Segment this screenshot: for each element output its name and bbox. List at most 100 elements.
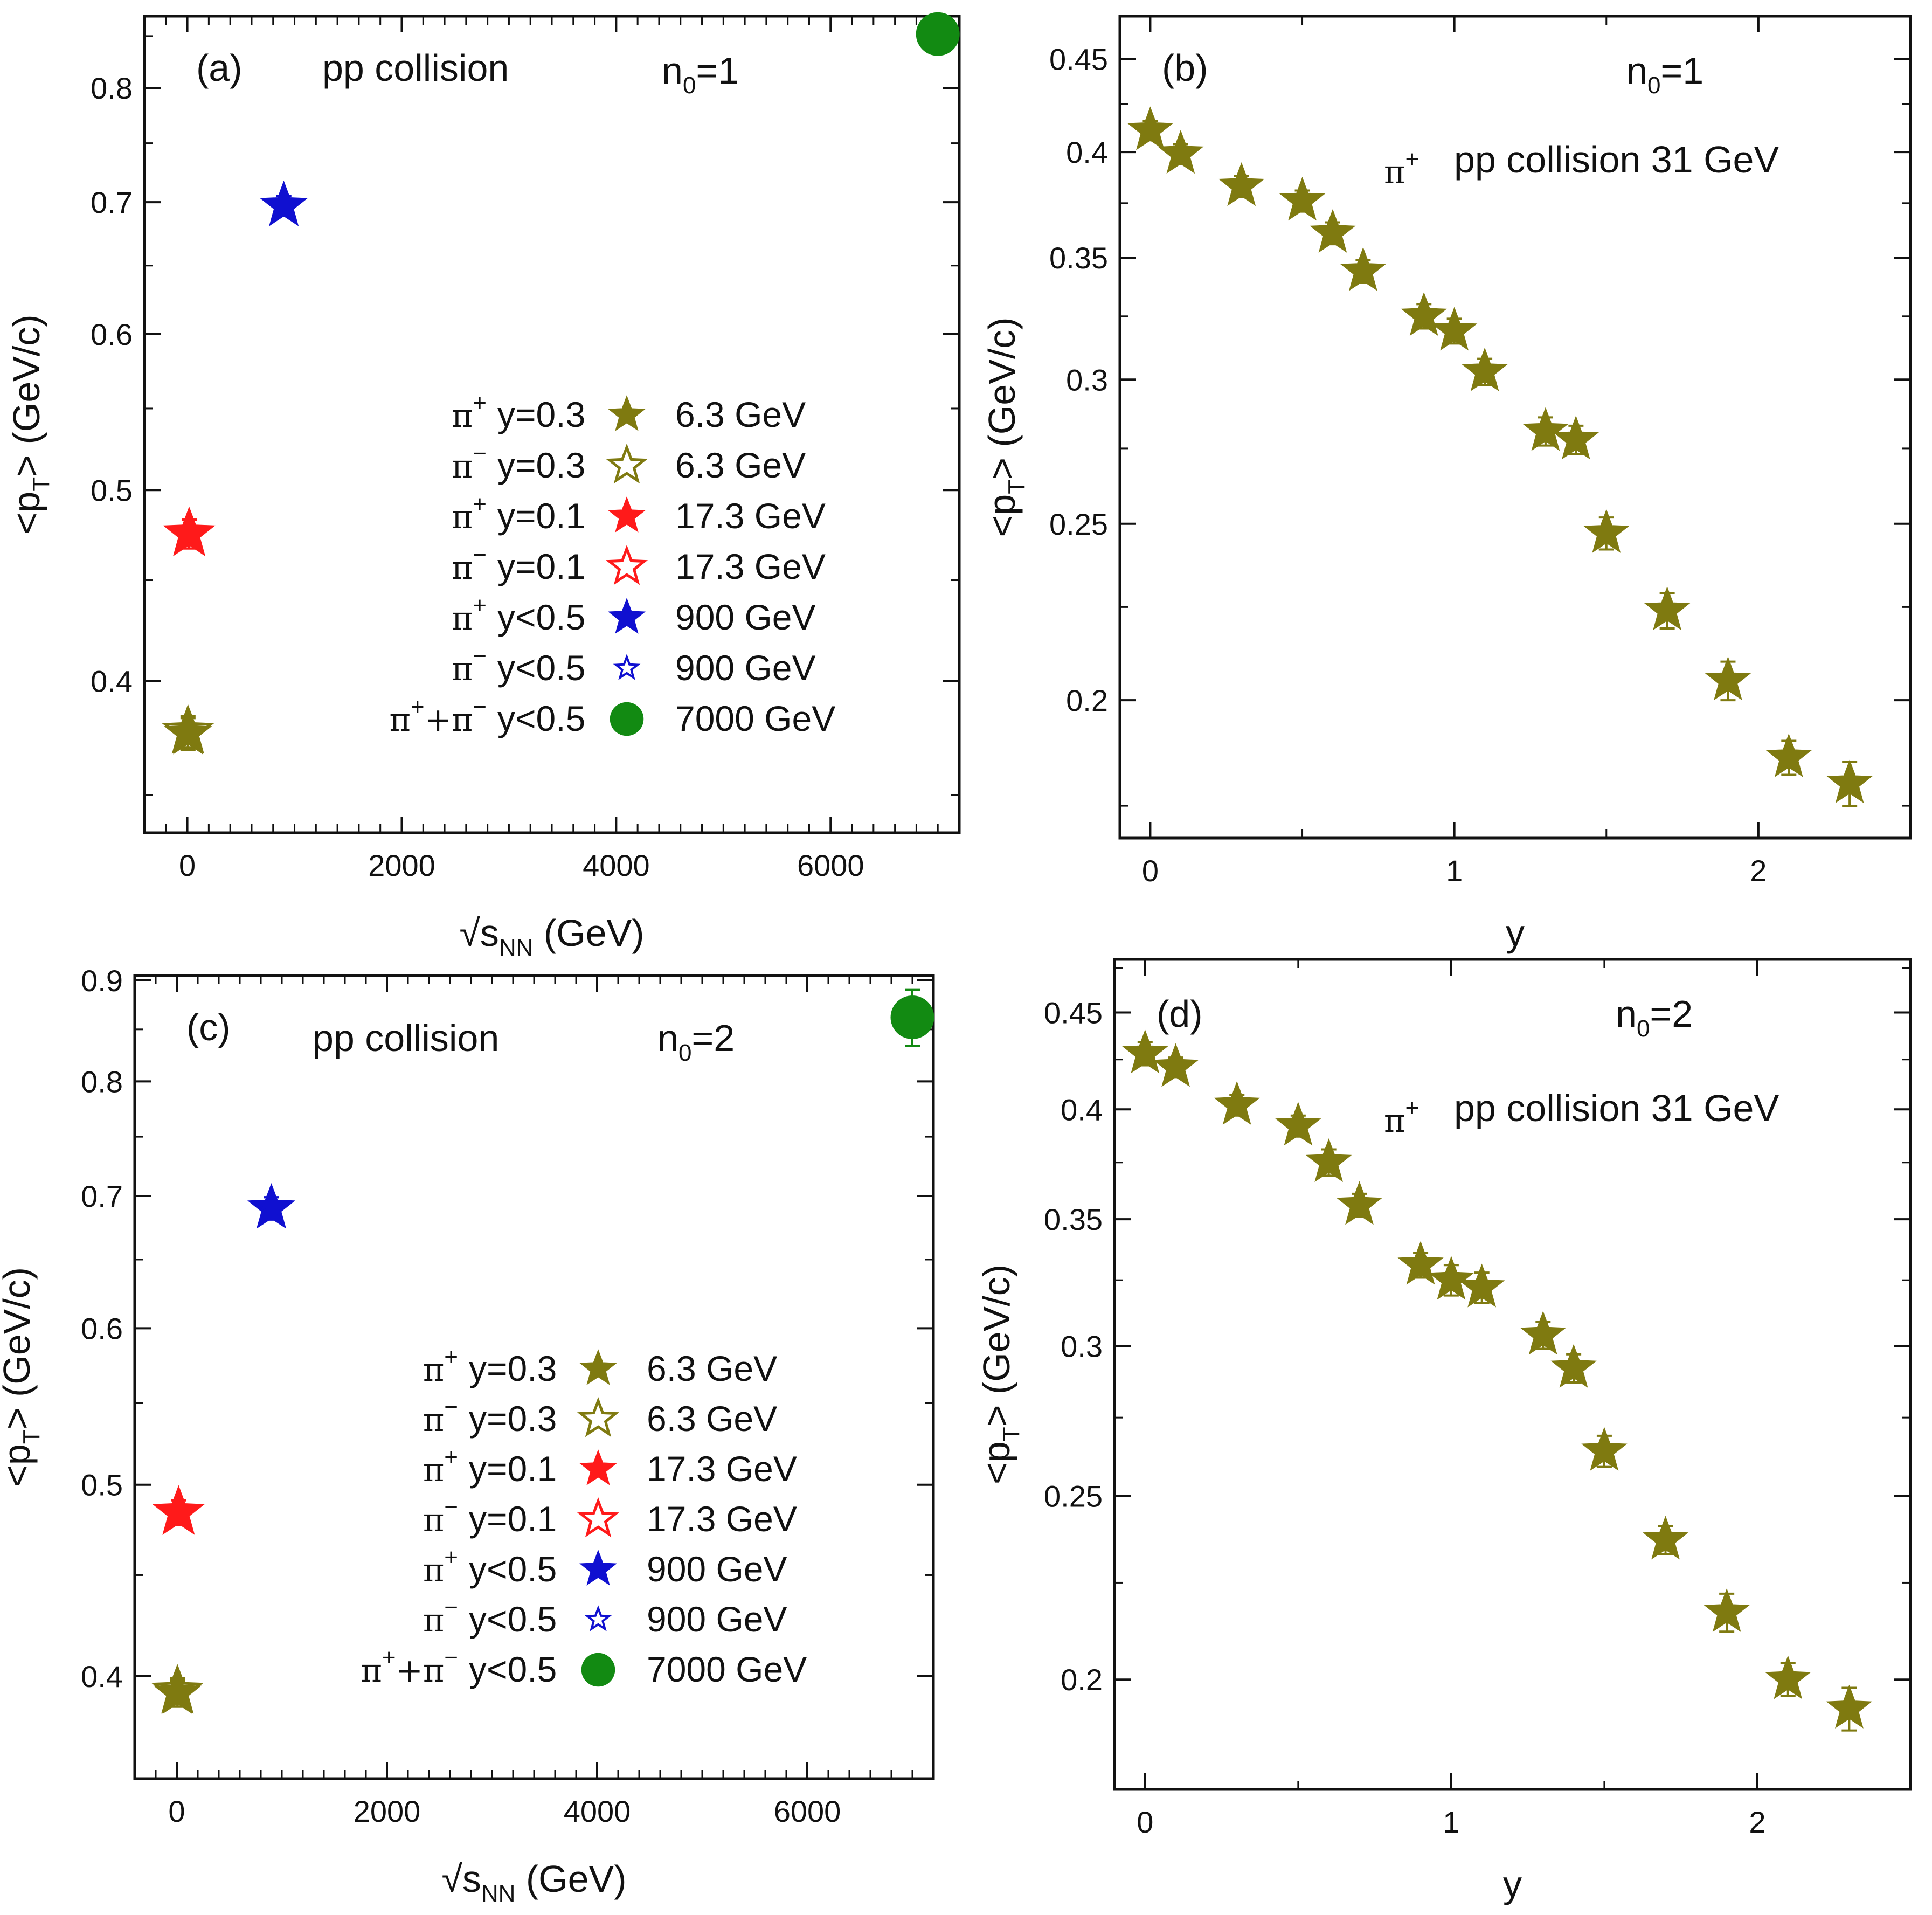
legend-particle-base: π <box>361 1652 382 1690</box>
data-point <box>1583 509 1630 553</box>
panel-label: (c) <box>186 1006 231 1048</box>
legend-energy: 7000 GeV <box>647 1649 807 1689</box>
n0-note-tail: =2 <box>1650 993 1693 1035</box>
data-point <box>1340 247 1387 291</box>
data-point <box>1642 1516 1689 1560</box>
legend-rapidity: y=0.1 <box>469 1499 557 1539</box>
data-point <box>1826 759 1873 804</box>
y-axis-title-main: <p <box>5 492 47 535</box>
x-tick-label: 0 <box>168 1794 185 1828</box>
legend-rapidity: y=0.1 <box>497 547 585 586</box>
panel-label: (b) <box>1162 47 1208 89</box>
legend-particle-base: π <box>452 397 473 435</box>
legend-particle-base: π <box>452 549 473 587</box>
legend-energy: 17.3 GeV <box>675 547 826 586</box>
legend-particle: π− <box>452 643 487 688</box>
data-point <box>1553 416 1599 460</box>
panel-subtitle: pp collision 31 GeV <box>1454 1087 1779 1129</box>
y-tick-label: 0.4 <box>1066 135 1108 169</box>
data-point <box>1336 1181 1383 1225</box>
y-tick-label: 0.4 <box>1061 1093 1103 1126</box>
legend-rapidity: y=0.3 <box>469 1399 557 1439</box>
data-point <box>1826 1684 1873 1729</box>
legend-marker <box>577 1397 620 1437</box>
x-axis-title-sub: NN <box>499 935 534 961</box>
panel-a: 0 2000 4000 6000 0.4 0.5 0.6 0.7 0.8 <pT> (GeV/c)… <box>5 12 961 961</box>
x-tick-label: 4000 <box>564 1794 631 1828</box>
panel-title: pp collision <box>313 1017 499 1059</box>
data-point <box>1152 1043 1199 1087</box>
legend-rapidity: y=0.1 <box>497 496 585 536</box>
y-tick-label: 0.7 <box>91 185 133 219</box>
data-point <box>916 12 960 56</box>
data-point <box>152 1485 205 1535</box>
legend-energy: 6.3 GeV <box>675 395 806 434</box>
x-axis-title-s: s <box>480 912 499 954</box>
legend-particle-base: π <box>452 600 473 638</box>
data-point-inner <box>254 1190 288 1223</box>
legend-energy: 6.3 GeV <box>647 1349 777 1388</box>
legend-rapidity: y=0.3 <box>469 1349 557 1388</box>
y-tick-label: 0.35 <box>1044 1202 1103 1236</box>
x-tick-label: 1 <box>1443 1805 1459 1839</box>
y-axis-title-sub: T <box>28 477 54 492</box>
data-point <box>1581 1427 1628 1471</box>
y-tick-label: 0.2 <box>1061 1663 1103 1697</box>
legend-particle-sup: − <box>444 1494 458 1520</box>
legend-marker <box>577 1497 620 1538</box>
legend-marker <box>579 1550 618 1586</box>
y-tick-label: 0.4 <box>81 1660 123 1693</box>
legend-marker <box>607 496 646 533</box>
y-axis-title: <pT> (GeV/c) <box>975 1264 1024 1484</box>
legend-particle-base: π <box>452 499 473 536</box>
n0-note: n0=1 <box>1626 50 1704 99</box>
legend-energy: 17.3 GeV <box>675 496 826 536</box>
legend-particle-base: π <box>389 701 410 739</box>
legend-energy: 6.3 GeV <box>675 445 806 485</box>
data-point <box>1431 307 1478 351</box>
y-tick-label: 0.3 <box>1066 363 1108 397</box>
legend-marker <box>605 544 648 585</box>
y-tick-label: 0.35 <box>1049 241 1108 275</box>
legend-particle-sup: − <box>473 440 487 467</box>
data-point <box>1218 162 1265 206</box>
particle-label-sup: + <box>1405 146 1419 172</box>
y-axis-title-sub: T <box>998 1427 1024 1441</box>
data-point <box>1158 129 1204 174</box>
legend-particle: π++π− <box>361 1644 458 1690</box>
data-point <box>1310 209 1356 253</box>
data-point <box>1428 1256 1474 1300</box>
y-axis-title-main: <p <box>981 494 1023 537</box>
data-point <box>1275 1102 1321 1146</box>
data-point <box>1122 1029 1168 1074</box>
data-point <box>1214 1081 1260 1125</box>
x-axis-title: √sNN (GeV) <box>459 912 644 961</box>
x-tick-label: 2000 <box>368 848 435 882</box>
y-axis-title-main: <p <box>0 1444 38 1487</box>
data-point <box>1458 1263 1505 1308</box>
y-tick-label: 0.9 <box>81 964 123 998</box>
legend-particle-base: π <box>423 1401 444 1439</box>
y-tick-label: 0.4 <box>91 664 133 698</box>
n0-note-tail: =1 <box>1660 50 1704 92</box>
y-tick-label: 0.2 <box>1066 683 1108 717</box>
legend-particle: π+ <box>452 390 487 435</box>
data-point <box>162 704 214 754</box>
y-axis-title-tail: > (GeV/c) <box>5 314 47 476</box>
legend-energy: 17.3 GeV <box>647 1499 797 1539</box>
legend-rapidity: y<0.5 <box>469 1649 557 1689</box>
x-tick-label: 1 <box>1446 854 1463 888</box>
n0-note: n0=1 <box>662 50 739 99</box>
legend-particle-base: π <box>423 1602 444 1640</box>
data-point <box>1127 106 1174 150</box>
x-axis-title-s: s <box>462 1858 481 1900</box>
legend-rapidity: y<0.5 <box>497 648 585 688</box>
y-tick-label: 0.25 <box>1044 1480 1103 1513</box>
data-point-inner <box>267 188 301 220</box>
n0-note-tail: =1 <box>696 50 739 92</box>
y-tick-label: 0.7 <box>81 1179 123 1213</box>
legend-particle-base: π <box>423 1502 444 1539</box>
data-point <box>163 506 216 557</box>
data-point <box>151 1663 204 1714</box>
